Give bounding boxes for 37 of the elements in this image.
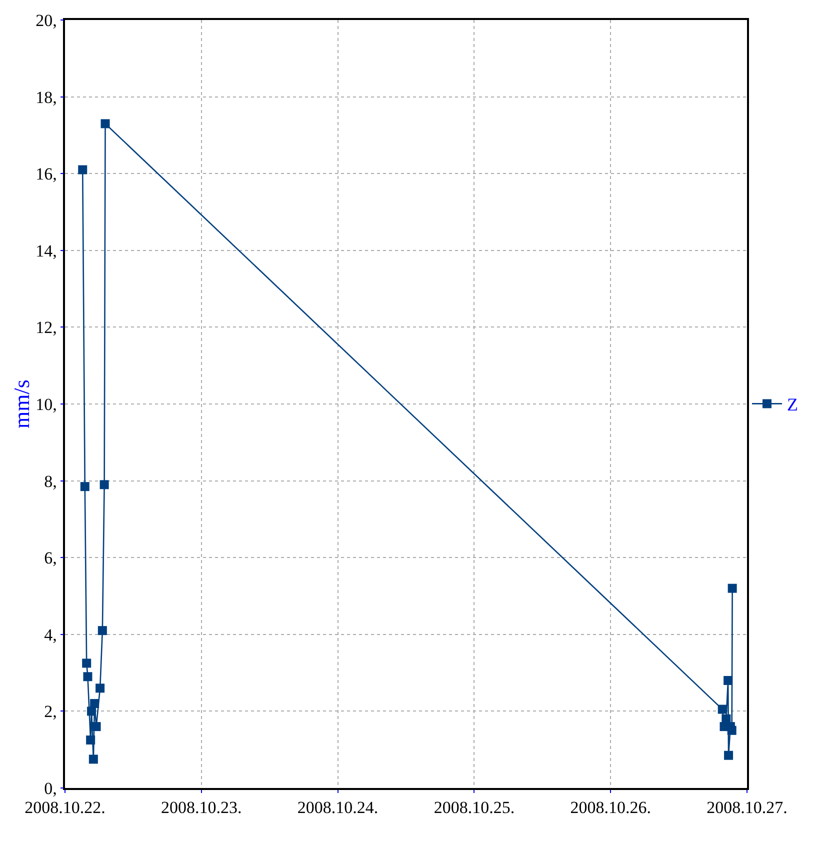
point bbox=[728, 584, 737, 593]
y-tick-label: 12, bbox=[36, 318, 57, 338]
y-tick-label: 10, bbox=[36, 394, 57, 414]
y-tick-label: 16, bbox=[36, 164, 57, 184]
point bbox=[88, 754, 98, 764]
point bbox=[722, 714, 731, 724]
y-tick-label: 2, bbox=[44, 702, 57, 722]
x-tick-label: 2008.10.25. bbox=[434, 798, 515, 818]
y-tick-label: 4, bbox=[44, 625, 57, 644]
x-tick-label: 2008.10.22. bbox=[24, 798, 106, 818]
legend-label: Z bbox=[787, 394, 798, 415]
point bbox=[724, 676, 733, 685]
point bbox=[100, 480, 109, 490]
y-tick-label: 6, bbox=[44, 548, 57, 568]
point bbox=[92, 722, 101, 732]
y-axis-title: mm/s bbox=[8, 380, 34, 428]
x-tick-label: 2008.10.27. bbox=[706, 798, 788, 818]
point bbox=[718, 704, 727, 714]
x-tick-label: 2008.10.24. bbox=[297, 798, 378, 818]
y-tick-label: 18, bbox=[36, 88, 57, 107]
point bbox=[96, 684, 105, 693]
y-tick-label: 8, bbox=[44, 472, 57, 491]
point bbox=[98, 626, 107, 636]
y-tick-label: 20, bbox=[36, 10, 57, 30]
x-tick-label: 2008.10.23. bbox=[161, 798, 242, 818]
point bbox=[78, 165, 88, 174]
y-tick-label: 14, bbox=[36, 241, 57, 260]
point bbox=[82, 658, 92, 668]
y-tick-label: 0, bbox=[44, 778, 57, 798]
point bbox=[83, 672, 92, 682]
point bbox=[727, 726, 736, 735]
point bbox=[86, 736, 96, 744]
x-tick-label: 2008.10.26. bbox=[570, 798, 651, 818]
point bbox=[100, 119, 110, 128]
point bbox=[80, 482, 90, 492]
point bbox=[90, 699, 100, 708]
point bbox=[724, 750, 734, 760]
